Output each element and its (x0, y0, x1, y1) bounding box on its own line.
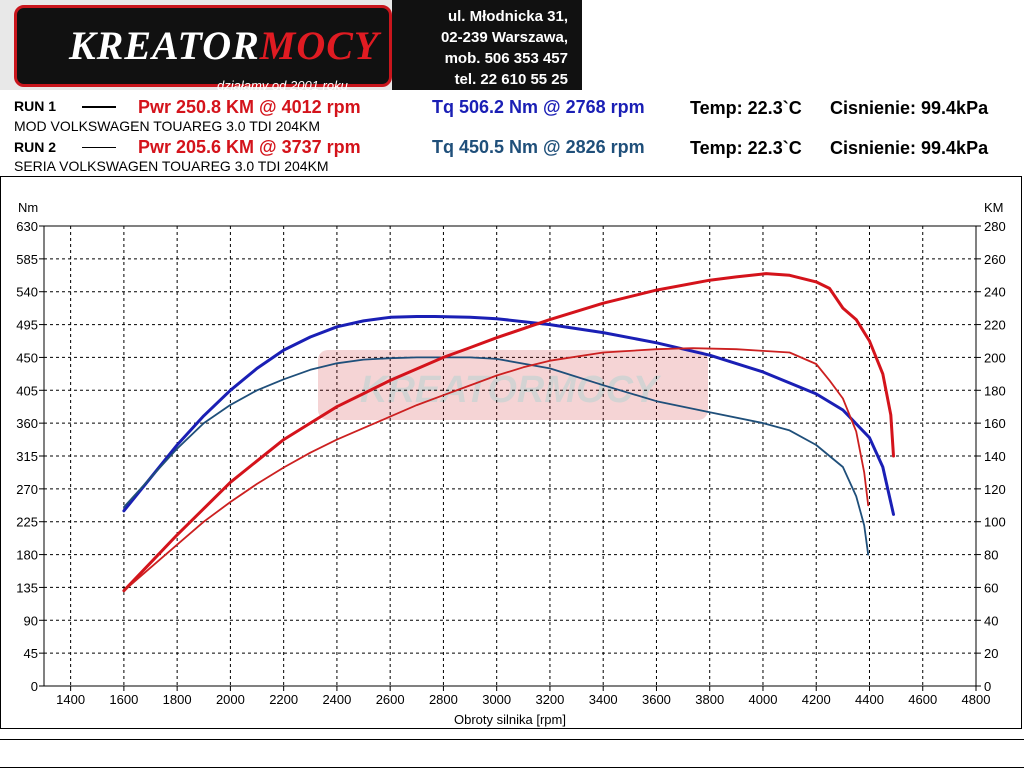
run1-line-sample (82, 106, 116, 108)
x-tick-label: 4800 (962, 692, 991, 707)
run2-car: SERIA VOLKSWAGEN TOUAREG 3.0 TDI 204KM (14, 158, 329, 174)
y-right-tick-label: 100 (984, 515, 1006, 530)
x-tick-label: 2400 (322, 692, 351, 707)
y-right-tick-label: 140 (984, 449, 1006, 464)
y-left-tick-label: 495 (16, 318, 38, 333)
run1-label: RUN 1 (14, 98, 57, 114)
chart-series: KREATORMOCY (122, 272, 895, 593)
y-left-tick-label: 0 (31, 679, 38, 694)
x-tick-label: 2600 (376, 692, 405, 707)
y-left-tick-label: 270 (16, 482, 38, 497)
run2-tq: Tq 450.5 Nm @ 2826 rpm (432, 137, 645, 157)
address-line-1: ul. Młodnicka 31, (447, 8, 568, 25)
x-tick-label: 4400 (855, 692, 884, 707)
dyno-chart-frame (0, 176, 1022, 729)
y-left-axis-label: Nm (18, 200, 38, 215)
y-left-tick-label: 450 (16, 350, 38, 365)
x-tick-label: 1800 (163, 692, 192, 707)
run2-label: RUN 2 (14, 139, 57, 155)
plot-area-border (43, 225, 977, 687)
series-line-run2-tq (123, 356, 870, 556)
x-tick-label: 3000 (482, 692, 511, 707)
x-tick-label: 3400 (589, 692, 618, 707)
y-left-tick-label: 45 (24, 646, 38, 661)
y-left-tick-label: 360 (16, 416, 38, 431)
run1-pwr: Pwr 250.8 KM @ 4012 rpm (138, 97, 361, 117)
y-right-tick-label: 60 (984, 580, 998, 595)
chart-grid (44, 225, 977, 687)
run1-pressure: Cisnienie: 99.4kPa (830, 98, 989, 118)
x-tick-label: 2200 (269, 692, 298, 707)
address-line-4: tel. 22 610 55 25 (454, 71, 568, 88)
y-right-tick-label: 200 (984, 350, 1006, 365)
run2-line-sample (82, 147, 116, 148)
run1-tq: Tq 506.2 Nm @ 2768 rpm (432, 97, 645, 117)
logo-brand-white: KREATOR (69, 23, 260, 68)
y-right-tick-label: 280 (984, 219, 1006, 234)
y-right-tick-label: 240 (984, 285, 1006, 300)
y-left-tick-label: 540 (16, 285, 38, 300)
x-tick-label: 3600 (642, 692, 671, 707)
footer-bar (0, 739, 1024, 768)
y-right-tick-label: 20 (984, 646, 998, 661)
y-right-tick-label: 160 (984, 416, 1006, 431)
watermark-bg (318, 350, 708, 420)
x-axis-label: Obroty silnika [rpm] (454, 712, 566, 727)
y-right-tick-label: 80 (984, 548, 998, 563)
y-left-tick-label: 630 (16, 219, 38, 234)
run2-temp: Temp: 22.3`C (690, 138, 802, 158)
y-left-tick-label: 315 (16, 449, 38, 464)
watermark-logo: KREATORMOCY (318, 350, 708, 420)
run2-pwr: Pwr 205.6 KM @ 3737 rpm (138, 137, 361, 157)
y-right-axis-label: KM (984, 200, 1004, 215)
kreator-mocy-logo: KREATORMOCY działamy od 2001 roku (14, 5, 392, 93)
logo-panel: KREATORMOCY działamy od 2001 roku (0, 0, 392, 93)
chart-axes (39, 225, 981, 691)
x-tick-label: 4000 (749, 692, 778, 707)
x-tick-label: 1400 (56, 692, 85, 707)
y-right-tick-label: 0 (984, 679, 991, 694)
y-right-tick-label: 120 (984, 482, 1006, 497)
y-right-tick-label: 40 (984, 613, 998, 628)
address-line-2: 02-239 Warszawa, (440, 29, 568, 46)
address-panel: ul. Młodnicka 31, 02-239 Warszawa, mob. … (392, 0, 582, 90)
run1-car: MOD VOLKSWAGEN TOUAREG 3.0 TDI 204KM (14, 118, 321, 134)
x-tick-label: 3800 (695, 692, 724, 707)
logo-brand-red: MOCY (259, 23, 380, 68)
run1-temp: Temp: 22.3`C (690, 98, 802, 118)
y-right-tick-label: 180 (984, 383, 1006, 398)
series-line-run1-pwr (122, 272, 895, 593)
y-left-tick-label: 90 (24, 613, 38, 628)
x-tick-label: 4200 (802, 692, 831, 707)
x-tick-label: 3200 (535, 692, 564, 707)
run2-pressure: Cisnienie: 99.4kPa (830, 138, 989, 158)
y-right-tick-label: 220 (984, 318, 1006, 333)
y-right-tick-label: 260 (984, 252, 1006, 267)
watermark-text: KREATORMOCY (360, 369, 662, 411)
y-left-tick-label: 135 (16, 580, 38, 595)
x-tick-label: 1600 (109, 692, 138, 707)
y-left-tick-label: 225 (16, 515, 38, 530)
series-line-run1-tq (122, 315, 895, 516)
y-left-tick-label: 405 (16, 383, 38, 398)
logo-tagline: działamy od 2001 roku (217, 78, 348, 93)
x-tick-label: 4600 (908, 692, 937, 707)
chart-labels: 1400 1600 1800 2000 2200 2400 2600 2800 3000 3200… (16, 200, 1005, 727)
series-line-run2-pwr (123, 347, 870, 592)
address-line-3: mob. 506 353 457 (444, 50, 568, 67)
y-left-tick-label: 180 (16, 548, 38, 563)
x-tick-label: 2800 (429, 692, 458, 707)
x-tick-label: 2000 (216, 692, 245, 707)
logo-wordmark: KREATORMOCY (69, 22, 379, 69)
y-left-tick-label: 585 (16, 252, 38, 267)
